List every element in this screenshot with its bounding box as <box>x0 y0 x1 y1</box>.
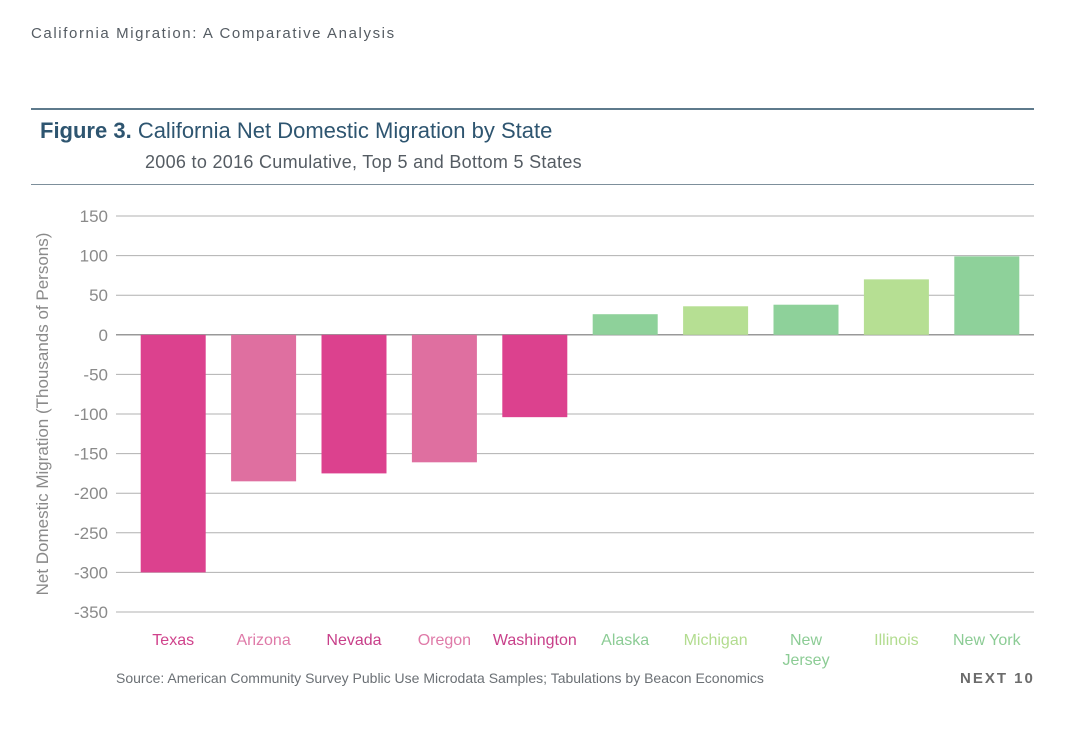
source-note: Source: American Community Survey Public… <box>116 670 764 686</box>
x-tick-label: New York <box>953 632 1022 649</box>
y-tick-label: 0 <box>99 326 108 345</box>
x-tick-label-line: Washington <box>493 632 577 649</box>
y-axis-label: Net Domestic Migration (Thousands of Per… <box>33 233 52 596</box>
y-tick-label: -100 <box>74 405 108 424</box>
bar <box>140 334 206 573</box>
report-header: California Migration: A Comparative Anal… <box>31 25 396 42</box>
bar <box>683 306 749 335</box>
x-tick-label-line: Nevada <box>326 632 381 649</box>
x-tick-label: Michigan <box>684 632 748 649</box>
brand-logo: NEXT 10 <box>960 670 1035 687</box>
y-tick-label: -150 <box>74 445 108 464</box>
x-tick-label-line: Illinois <box>874 632 918 649</box>
y-tick-label: 150 <box>80 207 108 226</box>
bar <box>321 334 387 474</box>
figure-subtitle: 2006 to 2016 Cumulative, Top 5 and Botto… <box>145 152 582 172</box>
x-tick-label: Illinois <box>874 632 918 649</box>
x-tick-label: New Jersey <box>782 632 829 669</box>
y-tick-label: -200 <box>74 484 108 503</box>
title-rule <box>31 184 1034 185</box>
y-tick-labels: 150 100 50 0 -50 -100 -150 -200 -250 -300 -350 <box>74 207 108 622</box>
y-tick-label: -300 <box>74 563 108 582</box>
x-tick-labels: Texas Arizona Nevada Oregon Washington Alaska… <box>152 632 1021 669</box>
y-tick-label: -250 <box>74 524 108 543</box>
y-tick-label: 100 <box>80 247 108 266</box>
x-tick-label: Oregon <box>418 632 471 649</box>
bar <box>773 304 839 335</box>
x-tick-label: Texas <box>152 632 194 649</box>
bar <box>502 334 568 418</box>
bar <box>411 334 477 463</box>
x-tick-label: Washington <box>493 632 577 649</box>
x-tick-label-line: Oregon <box>418 632 471 649</box>
x-tick-label-line: Alaska <box>601 632 649 649</box>
figure-title: Figure 3. California Net Domestic Migrat… <box>40 118 552 144</box>
x-tick-label: Nevada <box>326 632 381 649</box>
bars <box>140 256 1020 573</box>
x-tick-label-line: Michigan <box>684 632 748 649</box>
x-tick-label-line: New <box>790 632 822 649</box>
x-tick-label-line: New York <box>953 632 1022 649</box>
x-tick-label: Alaska <box>601 632 649 649</box>
x-tick-label-line: Arizona <box>236 632 290 649</box>
y-tick-label: -50 <box>83 365 108 384</box>
figure-label: Figure 3. <box>40 118 132 143</box>
y-tick-label: 50 <box>89 286 108 305</box>
bar <box>231 334 297 482</box>
x-tick-label: Arizona <box>236 632 290 649</box>
y-tick-label: -350 <box>74 603 108 622</box>
figure-title-text: California Net Domestic Migration by Sta… <box>137 118 553 143</box>
bar <box>592 314 658 335</box>
x-tick-label-line: Jersey <box>782 652 829 669</box>
x-tick-label-line: Texas <box>152 632 194 649</box>
bar <box>954 256 1020 335</box>
top-rule <box>31 108 1034 110</box>
bar <box>863 279 929 335</box>
